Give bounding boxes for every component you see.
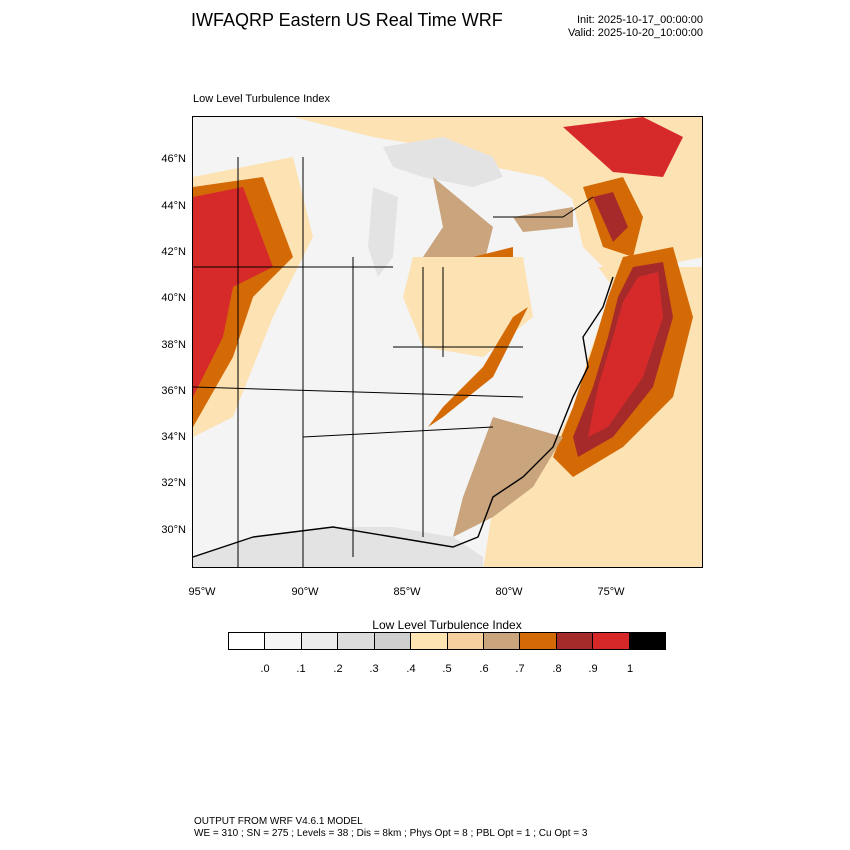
lon-label-95: 95°W bbox=[188, 586, 216, 598]
new-england-darkred bbox=[593, 192, 628, 242]
lon-label-85: 85°W bbox=[393, 586, 421, 598]
lake-michigan bbox=[368, 187, 398, 277]
lon-label-75: 75°W bbox=[597, 586, 625, 598]
lat-label-46: 46°N bbox=[161, 153, 186, 165]
colorbar-swatch bbox=[374, 633, 412, 649]
colorbar-swatch bbox=[556, 633, 594, 649]
lat-label-42: 42°N bbox=[161, 246, 186, 258]
lat-label-36: 36°N bbox=[161, 385, 186, 397]
lat-label-38: 38°N bbox=[161, 339, 186, 351]
lake-ontario bbox=[513, 207, 573, 232]
colorbar-swatch bbox=[265, 633, 302, 649]
colorbar-swatch bbox=[229, 633, 266, 649]
lon-label-90: 90°W bbox=[291, 586, 319, 598]
colorbar-label: .2 bbox=[333, 663, 343, 675]
southeast-coast bbox=[453, 417, 563, 537]
ohio-valley bbox=[403, 257, 533, 357]
colorbar-swatch bbox=[411, 633, 448, 649]
valid-time: Valid: 2025-10-20_10:00:00 bbox=[568, 27, 703, 39]
colorbar-label: .7 bbox=[515, 663, 525, 675]
gulf-of-mexico bbox=[193, 527, 483, 567]
appalachian-ridge bbox=[428, 307, 528, 427]
lat-label-34: 34°N bbox=[161, 431, 186, 443]
quebec-red bbox=[563, 117, 683, 177]
lat-label-40: 40°N bbox=[161, 292, 186, 304]
lake-superior bbox=[383, 137, 503, 187]
footer-config-line: WE = 310 ; SN = 275 ; Levels = 38 ; Dis … bbox=[194, 828, 588, 839]
colorbar-label: .8 bbox=[552, 663, 562, 675]
footer-model-line: OUTPUT FROM WRF V4.6.1 MODEL bbox=[194, 816, 363, 827]
colorbar-swatch bbox=[629, 633, 666, 649]
lat-label-44: 44°N bbox=[161, 200, 186, 212]
colorbar-label: .1 bbox=[296, 663, 306, 675]
map-canvas bbox=[193, 117, 702, 567]
colorbar-label: .9 bbox=[588, 663, 598, 675]
state-borders bbox=[193, 157, 594, 567]
colorbar-swatch bbox=[338, 633, 375, 649]
colorbar-swatch bbox=[483, 633, 521, 649]
coastline bbox=[193, 276, 614, 558]
colorbar-title: Low Level Turbulence Index bbox=[372, 618, 522, 632]
colorbar-label: 1 bbox=[626, 663, 634, 675]
lon-label-80: 80°W bbox=[495, 586, 523, 598]
colorbar-swatch bbox=[593, 633, 630, 649]
panel-title: Low Level Turbulence Index bbox=[193, 93, 330, 105]
colorbar bbox=[228, 632, 666, 650]
colorbar-swatch bbox=[447, 633, 484, 649]
colorbar-swatch bbox=[301, 633, 339, 649]
colorbar-label: .6 bbox=[479, 663, 489, 675]
colorbar-label: .3 bbox=[369, 663, 379, 675]
colorbar-label: .0 bbox=[260, 663, 270, 675]
turbulence-map[interactable] bbox=[192, 116, 703, 568]
colorbar-label: .4 bbox=[406, 663, 416, 675]
lat-label-32: 32°N bbox=[161, 477, 186, 489]
colorbar-swatch bbox=[520, 633, 557, 649]
main-title: IWFAQRP Eastern US Real Time WRF bbox=[191, 10, 503, 30]
atlantic-red-core bbox=[588, 272, 663, 437]
plains-red bbox=[193, 187, 273, 397]
init-time: Init: 2025-10-17_00:00:00 bbox=[577, 14, 703, 26]
lat-label-30: 30°N bbox=[161, 524, 186, 536]
colorbar-label: .5 bbox=[442, 663, 452, 675]
